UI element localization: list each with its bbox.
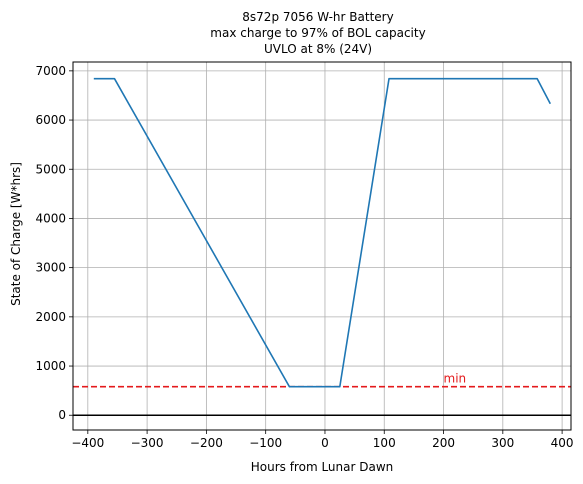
x-tick-label: −400	[71, 436, 104, 450]
reference-lines: min	[73, 372, 571, 417]
y-tick-label: 5000	[35, 162, 66, 176]
y-tick-label: 2000	[35, 310, 66, 324]
y-axis-label: State of Charge [W*hrs]	[9, 162, 23, 306]
ticks: −400 −300 −200 −100 0 100 200 300 40001000200030…	[35, 64, 573, 450]
soc-series-line	[93, 77, 552, 388]
y-tick-label: 4000	[35, 211, 66, 225]
x-tick-label: 300	[491, 436, 514, 450]
min-threshold-label: min	[444, 372, 467, 386]
title-line-1: 8s72p 7056 W-hr Battery	[242, 10, 393, 24]
y-tick-label: 0	[58, 408, 66, 422]
y-tick-label: 6000	[35, 113, 66, 127]
x-tick-label: 100	[373, 436, 396, 450]
grid	[73, 62, 571, 430]
x-tick-label: −200	[190, 436, 223, 450]
title: 8s72p 7056 W-hr Battery max charge to 97…	[210, 10, 425, 56]
y-tick-label: 7000	[35, 64, 66, 78]
title-line-2: max charge to 97% of BOL capacity	[210, 26, 425, 40]
y-tick-label: 3000	[35, 261, 66, 275]
plot-frame	[72, 61, 572, 431]
title-line-3: UVLO at 8% (24V)	[264, 42, 372, 56]
series-layer	[93, 77, 552, 388]
y-tick-label: 1000	[35, 359, 66, 373]
x-axis-label: Hours from Lunar Dawn	[251, 460, 394, 474]
x-tick-label: 200	[432, 436, 455, 450]
x-tick-label: 0	[321, 436, 329, 450]
x-tick-label: −100	[249, 436, 282, 450]
x-tick-label: −300	[131, 436, 164, 450]
x-tick-label: 400	[551, 436, 574, 450]
